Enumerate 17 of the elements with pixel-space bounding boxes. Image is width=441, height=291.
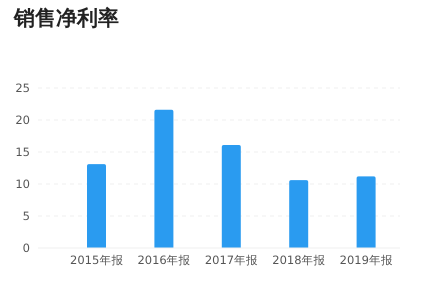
y-tick-label: 25 — [15, 81, 30, 96]
y-tick-label: 15 — [15, 145, 30, 160]
chart-title: 销售净利率 — [14, 5, 119, 32]
x-tick-label: 2017年报 — [204, 253, 258, 268]
y-tick-label: 10 — [15, 177, 30, 192]
x-tick-label: 2019年报 — [340, 253, 393, 268]
bar — [356, 176, 376, 248]
x-tick-label: 2018年报 — [272, 253, 326, 268]
x-tick-label: 2015年报 — [70, 253, 124, 268]
y-tick-label: 20 — [15, 113, 30, 128]
bar — [87, 164, 106, 248]
x-tick-label: 2016年报 — [137, 253, 191, 268]
bar — [154, 110, 174, 248]
bar — [222, 144, 241, 248]
y-tick-label: 0 — [22, 241, 30, 256]
y-tick-label: 5 — [22, 209, 30, 224]
bar — [289, 180, 308, 248]
